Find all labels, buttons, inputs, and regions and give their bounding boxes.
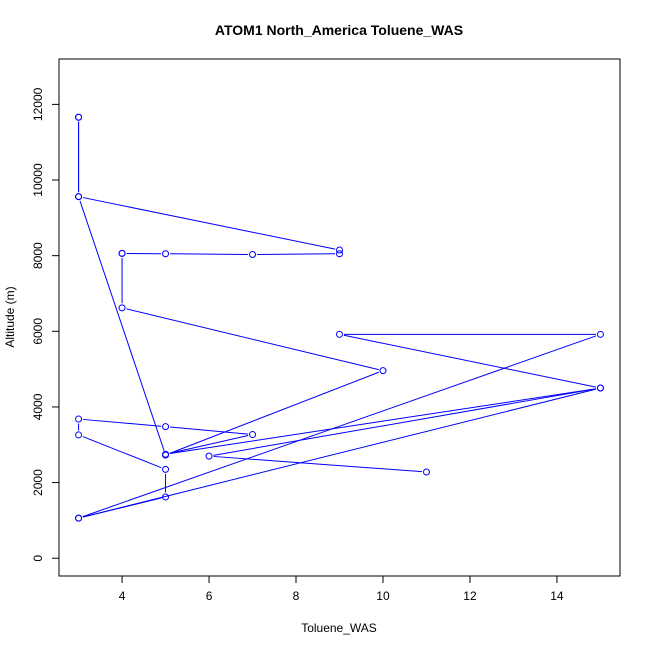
data-point xyxy=(75,431,83,439)
y-axis-label: Altitude (m) xyxy=(3,286,17,347)
x-axis-label: Toluene_WAS xyxy=(301,621,377,635)
data-point xyxy=(118,249,126,257)
series-line-segment xyxy=(257,253,336,255)
y-tick-label: 10000 xyxy=(31,163,45,197)
y-axis: 0 2000 4000 6000 8000 10000 12000 xyxy=(31,87,60,562)
series-line-segment xyxy=(213,455,423,473)
data-point xyxy=(336,330,343,338)
series-line-segment xyxy=(82,197,336,250)
data-point xyxy=(422,468,430,476)
y-tick-label: 2000 xyxy=(31,469,45,496)
series-line-segment xyxy=(169,371,379,454)
data-point xyxy=(162,493,170,501)
data-point xyxy=(205,452,213,460)
data-point xyxy=(118,304,126,312)
y-tick-label: 12000 xyxy=(31,87,45,121)
data-point xyxy=(379,367,387,375)
data-point xyxy=(336,250,343,258)
x-tick-label: 4 xyxy=(119,589,126,603)
x-tick-label: 10 xyxy=(376,589,390,603)
series-line-segment xyxy=(343,334,597,388)
y-tick-label: 8000 xyxy=(31,242,45,269)
data-point xyxy=(162,250,170,258)
chart-title: ATOM1 North_America Toluene_WAS xyxy=(215,22,463,38)
series-line-segment xyxy=(213,388,597,456)
x-axis: 4 6 8 10 12 14 xyxy=(119,575,564,603)
y-tick-label: 4000 xyxy=(31,393,45,420)
data-point xyxy=(162,451,170,459)
data-point xyxy=(249,431,257,439)
series-line-segment xyxy=(79,200,165,451)
data-point xyxy=(596,384,604,392)
y-tick-label: 6000 xyxy=(31,318,45,345)
data-point xyxy=(75,113,83,121)
data-point xyxy=(249,251,257,259)
data-point xyxy=(336,246,343,254)
data-point xyxy=(596,330,604,338)
series-line-segment xyxy=(170,253,249,255)
series-points xyxy=(75,113,604,522)
x-tick-label: 14 xyxy=(550,589,564,603)
data-point xyxy=(162,423,170,431)
data-point xyxy=(75,415,83,423)
data-point xyxy=(162,465,170,473)
data-point xyxy=(75,514,83,522)
series-line-segment xyxy=(169,426,249,435)
series-lines xyxy=(78,121,597,518)
series-line-segment xyxy=(126,308,379,371)
x-tick-label: 12 xyxy=(463,589,477,603)
series-line-segment xyxy=(82,335,597,518)
series-line-segment xyxy=(83,418,162,427)
x-tick-label: 8 xyxy=(293,589,300,603)
series-line-segment xyxy=(82,436,162,469)
data-point xyxy=(75,193,83,201)
x-tick-label: 6 xyxy=(206,589,213,603)
series-line-segment xyxy=(169,388,597,455)
y-tick-label: 0 xyxy=(31,555,45,562)
series-line-segment xyxy=(169,435,249,454)
